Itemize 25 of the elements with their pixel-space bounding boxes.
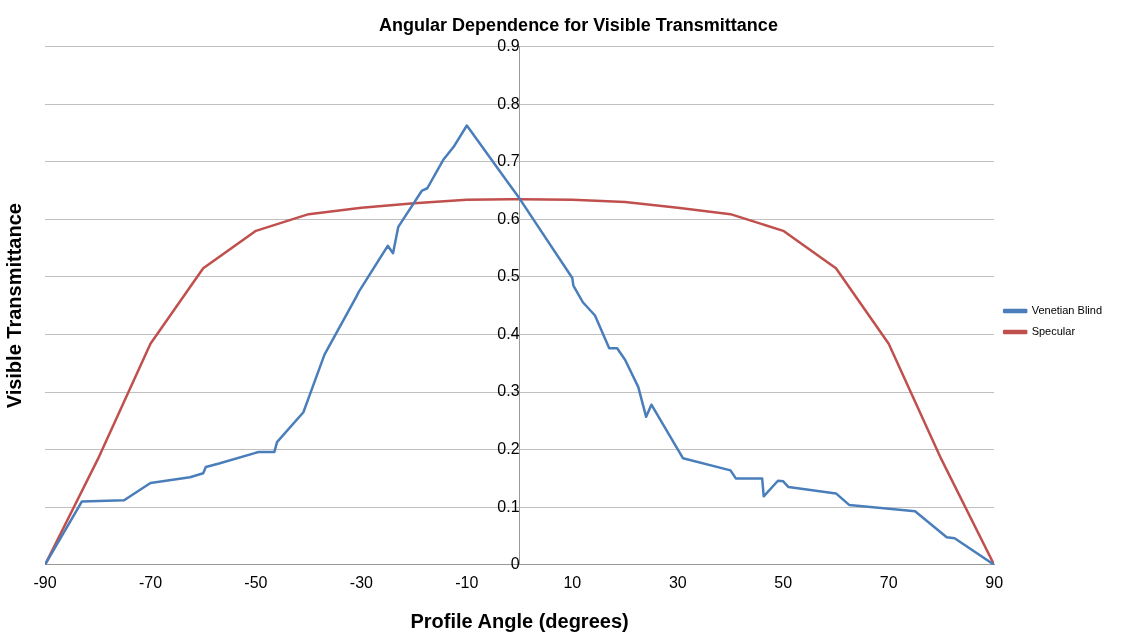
x-tick-label: -30 — [349, 573, 374, 591]
y-tick-label: 0.9 — [497, 37, 520, 55]
y-tick-label: 0.8 — [497, 94, 520, 112]
y-tick-label: 0 — [510, 555, 520, 573]
x-tick-label: 30 — [668, 573, 687, 591]
x-tick-label: -50 — [244, 573, 268, 591]
x-tick-label: 50 — [774, 573, 793, 591]
y-axis-title: Visible Transmittance — [2, 203, 25, 409]
y-tick-label: 0.5 — [497, 267, 520, 285]
y-tick-label: 0.6 — [497, 209, 520, 227]
y-tick-label: 0.4 — [497, 324, 520, 342]
x-axis-title: Profile Angle (degrees) — [410, 609, 629, 632]
x-tick-label: -90 — [33, 573, 57, 591]
x-tick-label: 10 — [563, 573, 582, 591]
y-tick-label: 0.1 — [497, 497, 520, 515]
legend-label: Venetian Blind — [1031, 304, 1103, 317]
chart-title: Angular Dependence for Visible Transmittance — [379, 14, 778, 35]
y-tick-label: 0.7 — [497, 152, 520, 170]
y-tick-label: 0.2 — [497, 440, 520, 458]
y-tick-label: 0.3 — [497, 382, 520, 400]
x-tick-label: -70 — [138, 573, 163, 591]
legend-label: Specular — [1031, 325, 1076, 338]
x-tick-label: 70 — [879, 573, 898, 591]
x-tick-label: 90 — [985, 573, 1004, 591]
x-tick-label: -10 — [455, 573, 479, 591]
